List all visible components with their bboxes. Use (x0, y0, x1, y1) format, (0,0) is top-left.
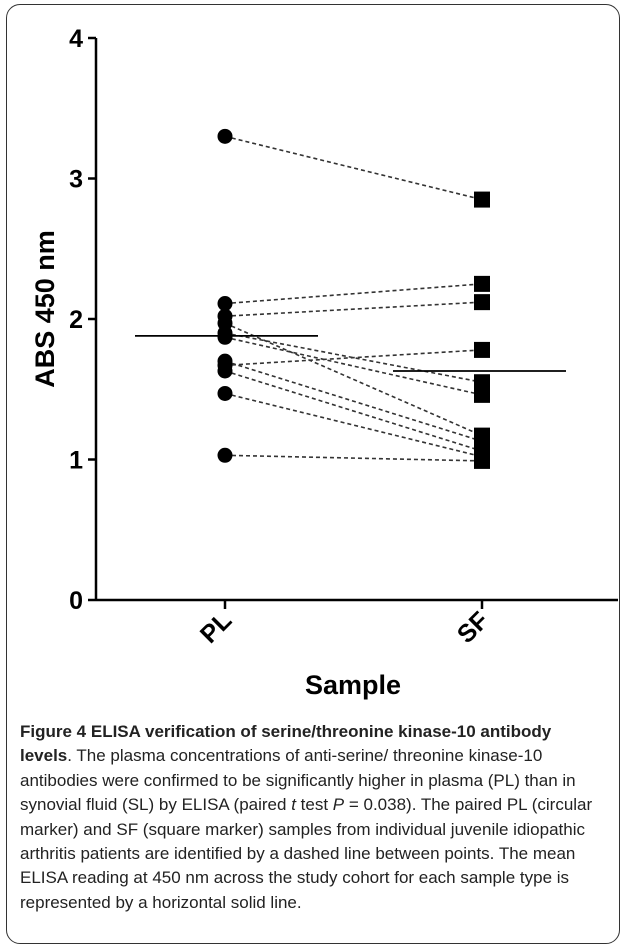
pair-line (224, 332, 483, 384)
pair-line (224, 301, 483, 317)
y-tick-label: 3 (69, 166, 83, 194)
pair-line (224, 392, 483, 458)
sf-point (474, 374, 490, 391)
y-tick-label: 4 (69, 25, 83, 53)
pair-line (224, 349, 483, 367)
pl-point (217, 296, 233, 312)
pair-line (224, 283, 483, 305)
markers (217, 128, 490, 469)
caption-body-2: test (295, 795, 333, 815)
caption-body-1: . The plasma concentrations of anti-seri… (20, 746, 576, 815)
pair-line (224, 135, 483, 201)
x-tick-label-sf: SF (452, 606, 494, 648)
sf-point (474, 191, 490, 208)
caption-label: Figure 4 (20, 722, 87, 741)
caption-title: ELISA verification of serine/threonine k… (20, 722, 552, 766)
sf-point (474, 386, 490, 403)
pair-line (224, 360, 483, 442)
y-tick-label: 0 (69, 587, 83, 615)
pl-point (217, 329, 233, 345)
pair-line (224, 322, 483, 437)
sf-point (474, 294, 490, 311)
caption-body-3: = 0.038). The paired PL (circular marker… (20, 795, 593, 912)
axes (88, 36, 618, 609)
pl-point (217, 385, 233, 401)
chart: 0 1 2 3 4 PL SF ABS 450 nm Sample (30, 25, 618, 700)
figure-caption: Figure 4 ELISA verification of serine/th… (20, 720, 605, 915)
pair-line (224, 336, 483, 396)
x-axis-title: Sample (305, 670, 401, 700)
pair-line (224, 370, 483, 452)
pair-line (224, 454, 483, 462)
sf-point (474, 341, 490, 358)
x-tick-label-pl: PL (195, 606, 237, 648)
y-tick-label: 1 (69, 447, 83, 475)
sf-point (474, 275, 490, 292)
figure-frame (6, 4, 620, 944)
caption-p: P (332, 795, 345, 815)
y-axis-title: ABS 450 nm (30, 230, 60, 388)
pair-lines (224, 135, 483, 462)
caption-t: t (291, 795, 296, 815)
pl-point (217, 128, 233, 144)
y-tick-label: 2 (69, 306, 83, 334)
sf-point (474, 452, 490, 469)
pl-point (217, 363, 233, 379)
pl-point (217, 447, 233, 463)
